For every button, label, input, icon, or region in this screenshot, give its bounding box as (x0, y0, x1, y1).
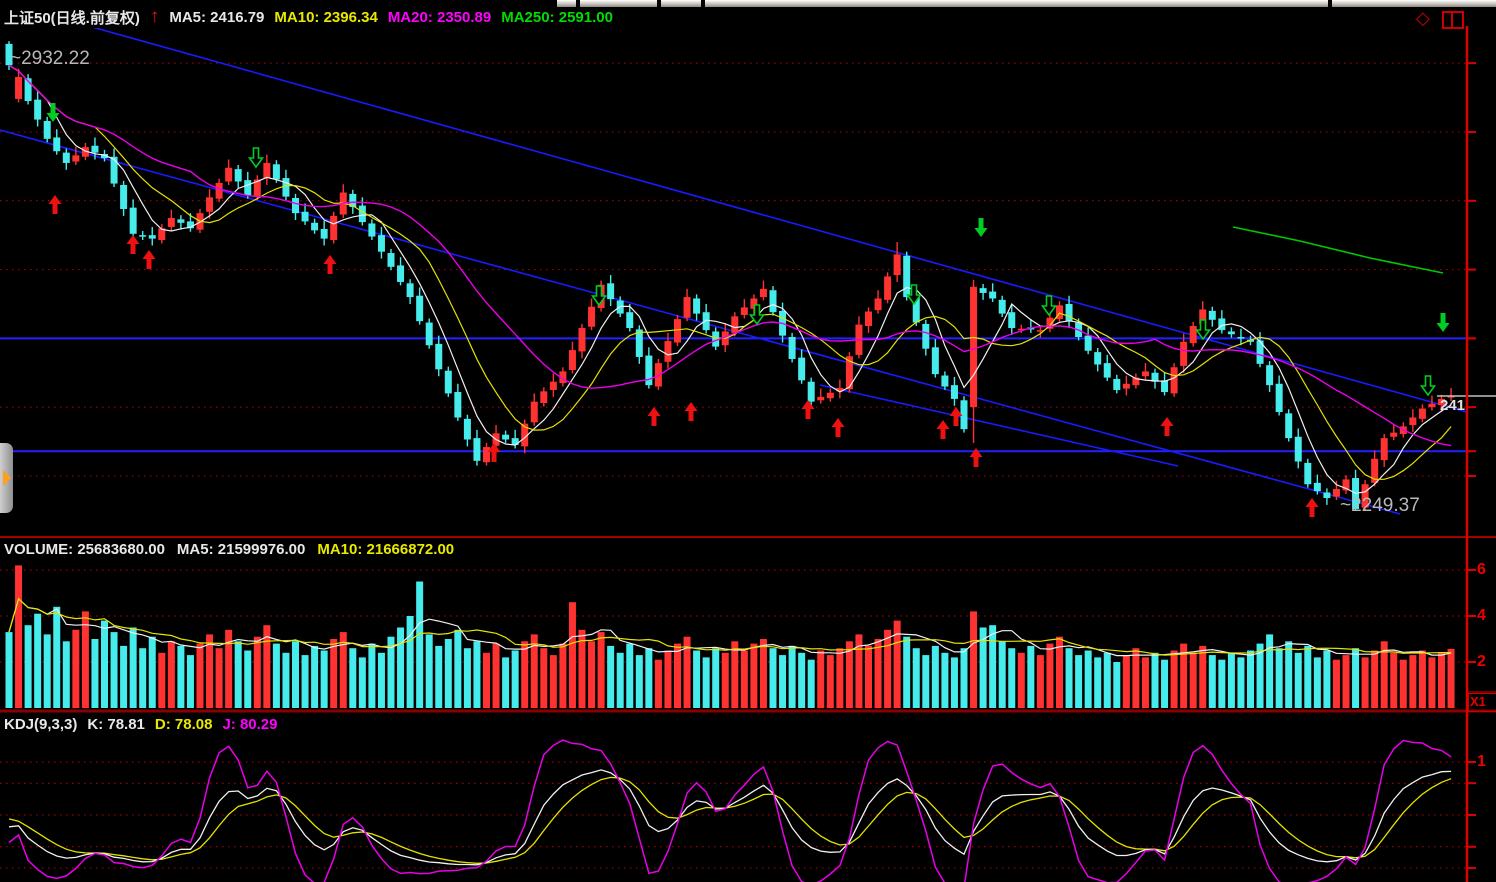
sell-alert-arrow (748, 304, 766, 326)
indicator-legend-bar: 上证50(日线.前复权) ↑ MA5: 2416.79 MA10: 2396.3… (4, 7, 613, 27)
sidebar-expand-tab[interactable] (0, 443, 13, 513)
sell-alert-arrow (1194, 319, 1212, 341)
buy-signal-arrow (487, 443, 501, 462)
ma10-legend[interactable]: MA10: 2396.34 (274, 8, 378, 26)
volume-unit-box: X1 (1468, 693, 1496, 712)
buy-signal-arrow (126, 235, 140, 254)
signal-up-arrow-icon: ↑ (149, 6, 160, 27)
window-chrome-strip (557, 0, 576, 7)
split-window-icon-divider (1451, 13, 1453, 27)
period-low-label: ~2249.37 (1340, 495, 1420, 516)
buy-signal-arrow (831, 418, 845, 437)
buy-signal-arrow (647, 407, 661, 426)
volume-value-label[interactable]: VOLUME: 25683680.00 (4, 540, 165, 558)
volume-ma5-label[interactable]: MA5: 21599976.00 (176, 540, 306, 558)
sell-signal-arrow (974, 218, 988, 237)
volume-legend-bar: VOLUME: 25683680.00 MA5: 21599976.00 MA1… (4, 540, 454, 558)
last-price-tag: 241 (1440, 397, 1466, 414)
main-panel (0, 28, 1467, 517)
buy-signal-arrow (801, 400, 815, 419)
buy-signal-arrow (969, 448, 983, 467)
buy-signal-arrow (142, 250, 156, 269)
ma5-legend[interactable]: MA5: 2416.79 (169, 8, 265, 26)
volume-axis-label: 4 (1477, 607, 1486, 624)
chart-title: 上证50(日线.前复权) (4, 9, 140, 27)
kdj-legend-bar: KDJ(9,3,3) K: 78.81 D: 78.08 J: 80.29 (4, 715, 278, 733)
volume-axis-label: 2 (1477, 653, 1486, 670)
period-high-label: ~2932.22 (10, 48, 90, 69)
sell-alert-arrow (590, 285, 608, 307)
sell-alert-arrow (905, 284, 923, 306)
window-chrome-strip (661, 0, 701, 7)
expand-arrow-icon (3, 470, 11, 486)
kdj-axis-label: 1 (1477, 753, 1486, 770)
kdj-title-label[interactable]: KDJ(9,3,3) (4, 715, 78, 733)
volume-ma10-label[interactable]: MA10: 21666872.00 (317, 540, 455, 558)
window-chrome-strip (580, 0, 657, 7)
kdj-d-label[interactable]: D: 78.08 (154, 715, 213, 733)
volume-panel (0, 565, 1467, 708)
sell-alert-arrow (1419, 375, 1437, 397)
window-chrome-strip (1332, 0, 1496, 7)
sell-alert-arrow (1040, 295, 1058, 317)
kdj-panel (0, 739, 1467, 882)
buy-signal-arrow (684, 402, 698, 421)
volume-axis-label: 6 (1477, 561, 1486, 578)
sell-alert-arrow (247, 147, 265, 169)
buy-signal-arrow (1305, 498, 1319, 517)
buy-signal-arrow (48, 195, 62, 214)
buy-signal-arrow (1160, 417, 1174, 436)
sell-signal-arrow (46, 103, 60, 122)
split-window-icon[interactable] (1442, 11, 1464, 29)
buy-signal-arrow (949, 407, 963, 426)
ma250-legend[interactable]: MA250: 2591.00 (501, 8, 613, 26)
buy-signal-arrow (323, 255, 337, 274)
kdj-j-label[interactable]: J: 80.29 (222, 715, 278, 733)
window-chrome-strip (705, 0, 1328, 7)
buy-signal-arrow (936, 420, 950, 439)
kdj-k-label[interactable]: K: 78.81 (87, 715, 145, 733)
ma20-legend[interactable]: MA20: 2350.89 (387, 8, 492, 26)
diamond-tool-icon[interactable]: ◇ (1416, 8, 1430, 28)
sell-signal-arrow (1436, 313, 1450, 332)
